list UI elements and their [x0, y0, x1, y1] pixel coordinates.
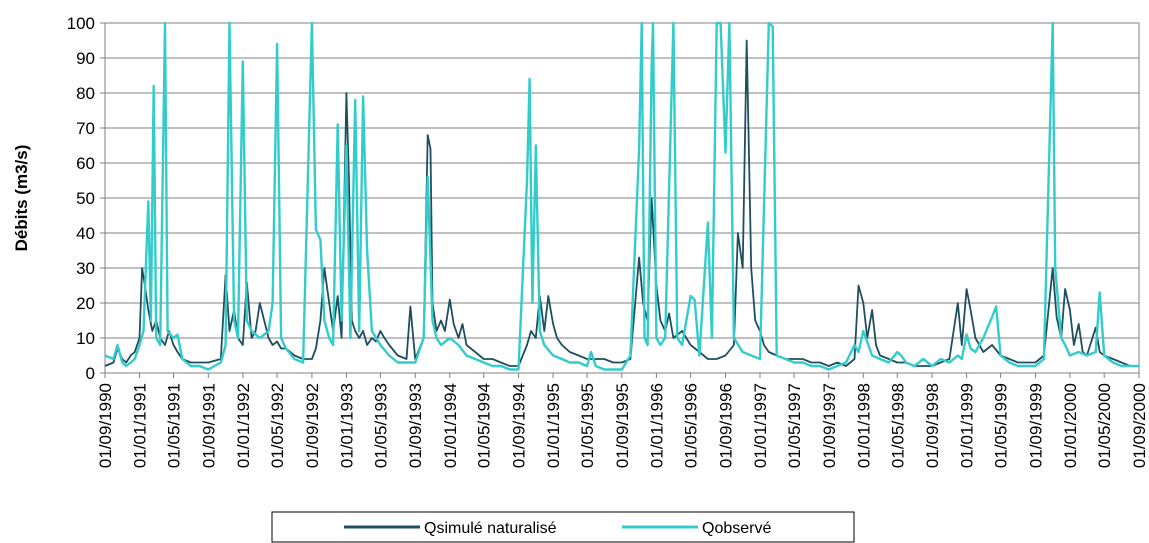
- y-tick-label: 30: [76, 259, 95, 278]
- x-tick-label: 01/05/1996: [682, 383, 701, 468]
- x-tick-label: 01/05/2000: [1095, 383, 1114, 468]
- x-tick-label: 01/09/1999: [1026, 383, 1045, 468]
- y-tick-label: 20: [76, 294, 95, 313]
- y-tick-label: 80: [76, 84, 95, 103]
- y-tick-label: 60: [76, 154, 95, 173]
- x-tick-label: 01/05/1992: [268, 383, 287, 468]
- y-tick-label: 10: [76, 329, 95, 348]
- x-tick-label: 01/09/1998: [923, 383, 942, 468]
- x-tick-label: 01/01/1995: [544, 383, 563, 468]
- x-tick-label: 01/05/1998: [888, 383, 907, 468]
- y-tick-label: 70: [76, 119, 95, 138]
- x-tick-label: 01/01/1993: [337, 383, 356, 468]
- y-tick-label: 90: [76, 49, 95, 68]
- y-tick-label: 50: [76, 189, 95, 208]
- x-tick-label: 01/01/1999: [958, 383, 977, 468]
- x-tick-label: 01/09/1996: [716, 383, 735, 468]
- x-tick-label: 01/05/1994: [475, 383, 494, 468]
- x-tick-label: 01/01/1992: [234, 383, 253, 468]
- x-tick-label: 01/09/1993: [406, 383, 425, 468]
- x-tick-label: 01/05/1997: [785, 383, 804, 468]
- legend: Qsimulé naturalisé Qobservé: [271, 511, 855, 543]
- x-tick-label: 01/01/1991: [131, 383, 150, 468]
- x-tick-label: 01/05/1993: [371, 383, 390, 468]
- x-tick-label: 01/09/1992: [303, 383, 322, 468]
- y-tick-label: 40: [76, 224, 95, 243]
- x-tick-label: 01/09/1995: [613, 383, 632, 468]
- legend-label-qsimule: Qsimulé naturalisé: [424, 520, 557, 537]
- x-tick-label: 01/01/1994: [441, 383, 460, 468]
- y-tick-label: 100: [67, 14, 95, 33]
- y-tick-label: 0: [86, 364, 95, 383]
- x-tick-label: 01/01/1996: [647, 383, 666, 468]
- y-axis-title: Débits (m3/s): [12, 145, 31, 252]
- x-tick-label: 01/09/2000: [1130, 383, 1149, 468]
- x-tick-label: 01/09/1991: [199, 383, 218, 468]
- series-line-1: [104, 21, 1139, 371]
- x-tick-label: 01/01/2000: [1061, 383, 1080, 468]
- x-tick-label: 01/05/1991: [164, 383, 183, 468]
- legend-label-qobserve: Qobservé: [702, 520, 771, 537]
- series-layer: [104, 21, 1139, 371]
- x-tick-label: 01/09/1994: [510, 383, 529, 468]
- y-axis: 0 10 20 30 40 50 60 70 80 90 100: [67, 14, 105, 383]
- x-tick-label: 01/01/1998: [854, 383, 873, 468]
- x-tick-label: 01/01/1997: [751, 383, 770, 468]
- x-tick-label: 01/09/1997: [820, 383, 839, 468]
- x-tick-label: 01/05/1995: [578, 383, 597, 468]
- series-line-0: [104, 39, 1139, 367]
- x-tick-label: 01/05/1999: [992, 383, 1011, 468]
- x-tick-label: 01/09/1990: [96, 383, 115, 468]
- x-axis: 01/09/1990 01/01/1991 01/05/1991 01/09/1991…: [96, 373, 1149, 468]
